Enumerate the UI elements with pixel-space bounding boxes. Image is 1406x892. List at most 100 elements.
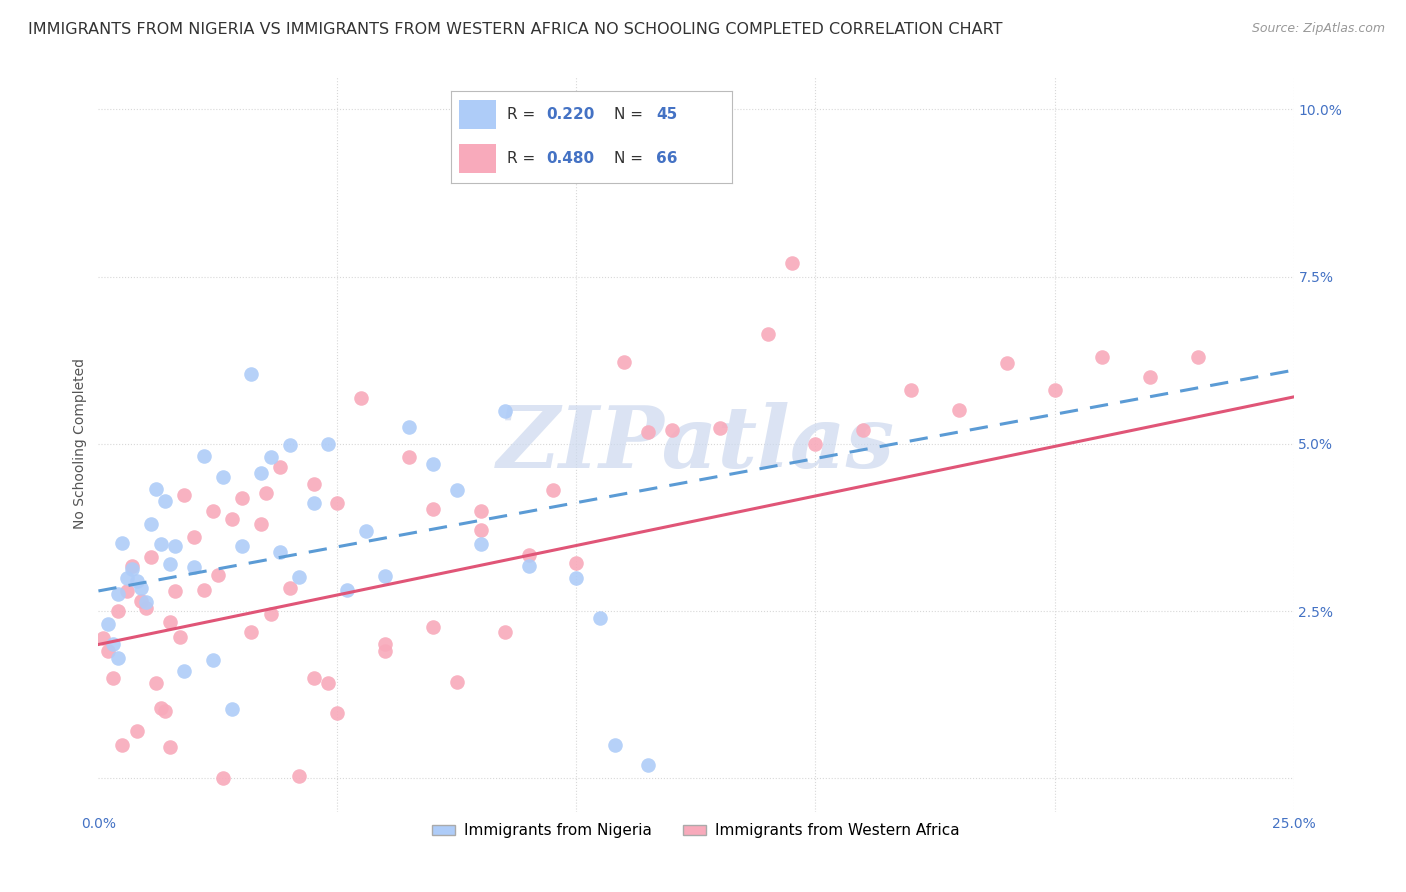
Point: [107, 587, 129, 601]
Point: [135, 594, 157, 608]
Point: [107, 651, 129, 665]
Point: [91, 631, 114, 645]
Point: [145, 676, 167, 690]
Point: [193, 450, 215, 464]
Point: [852, 424, 875, 438]
Point: [398, 450, 420, 464]
Point: [589, 610, 612, 624]
Point: [107, 604, 129, 618]
Point: [565, 571, 588, 585]
Point: [139, 550, 162, 565]
Point: [948, 403, 970, 417]
Point: [221, 512, 243, 526]
Y-axis label: No Schooling Completed: No Schooling Completed: [73, 359, 87, 529]
Point: [240, 624, 263, 639]
Point: [302, 476, 325, 491]
Point: [125, 724, 148, 739]
Point: [202, 503, 225, 517]
Point: [637, 425, 659, 440]
Point: [446, 483, 468, 498]
Point: [1139, 369, 1161, 384]
Point: [211, 470, 233, 484]
Point: [288, 570, 311, 584]
Point: [422, 457, 444, 471]
Point: [326, 706, 349, 721]
Point: [240, 367, 263, 381]
Point: [661, 423, 683, 437]
Point: [756, 326, 779, 341]
Point: [422, 620, 444, 634]
Point: [111, 535, 134, 549]
Point: [111, 738, 134, 752]
Point: [231, 491, 253, 505]
Point: [193, 583, 215, 598]
Point: [207, 568, 229, 582]
Point: [494, 404, 516, 418]
Point: [115, 583, 138, 598]
Point: [780, 256, 803, 270]
Point: [374, 644, 396, 658]
Point: [101, 671, 124, 685]
Point: [149, 537, 172, 551]
Legend: Immigrants from Nigeria, Immigrants from Western Africa: Immigrants from Nigeria, Immigrants from…: [426, 817, 966, 845]
Point: [159, 740, 181, 755]
Point: [169, 630, 191, 644]
Point: [278, 581, 301, 595]
Point: [995, 356, 1018, 370]
Point: [302, 671, 325, 685]
Point: [517, 548, 540, 562]
Point: [804, 436, 827, 450]
Point: [173, 488, 195, 502]
Point: [145, 482, 167, 496]
Point: [316, 676, 339, 690]
Point: [336, 582, 359, 597]
Point: [603, 738, 626, 752]
Point: [470, 504, 492, 518]
Point: [163, 583, 186, 598]
Text: Source: ZipAtlas.com: Source: ZipAtlas.com: [1251, 22, 1385, 36]
Point: [1091, 350, 1114, 364]
Point: [613, 354, 636, 368]
Point: [470, 523, 492, 537]
Point: [250, 516, 273, 531]
Text: ZIPatlas: ZIPatlas: [496, 402, 896, 485]
Point: [183, 559, 205, 574]
Point: [374, 637, 396, 651]
Point: [173, 664, 195, 678]
Point: [97, 644, 120, 658]
Point: [131, 594, 153, 608]
Point: [139, 516, 162, 531]
Point: [269, 459, 291, 474]
Point: [159, 615, 181, 630]
Point: [350, 391, 373, 405]
Point: [326, 496, 349, 510]
Point: [278, 438, 301, 452]
Point: [101, 637, 124, 651]
Point: [259, 607, 281, 622]
Point: [709, 421, 731, 435]
Point: [211, 771, 233, 786]
Point: [517, 559, 540, 574]
Point: [125, 574, 148, 588]
Point: [254, 486, 277, 500]
Point: [97, 617, 120, 632]
Point: [1187, 350, 1209, 364]
Point: [422, 502, 444, 516]
Point: [155, 704, 177, 718]
Point: [374, 568, 396, 582]
Point: [159, 558, 181, 572]
Point: [565, 556, 588, 570]
Point: [115, 571, 138, 585]
Point: [398, 420, 420, 434]
Point: [135, 600, 157, 615]
Point: [202, 653, 225, 667]
Point: [121, 562, 143, 576]
Point: [155, 494, 177, 508]
Point: [1043, 383, 1066, 397]
Point: [231, 539, 253, 553]
Point: [221, 702, 243, 716]
Point: [163, 539, 186, 553]
Point: [354, 524, 377, 538]
Point: [316, 436, 339, 450]
Point: [446, 675, 468, 690]
